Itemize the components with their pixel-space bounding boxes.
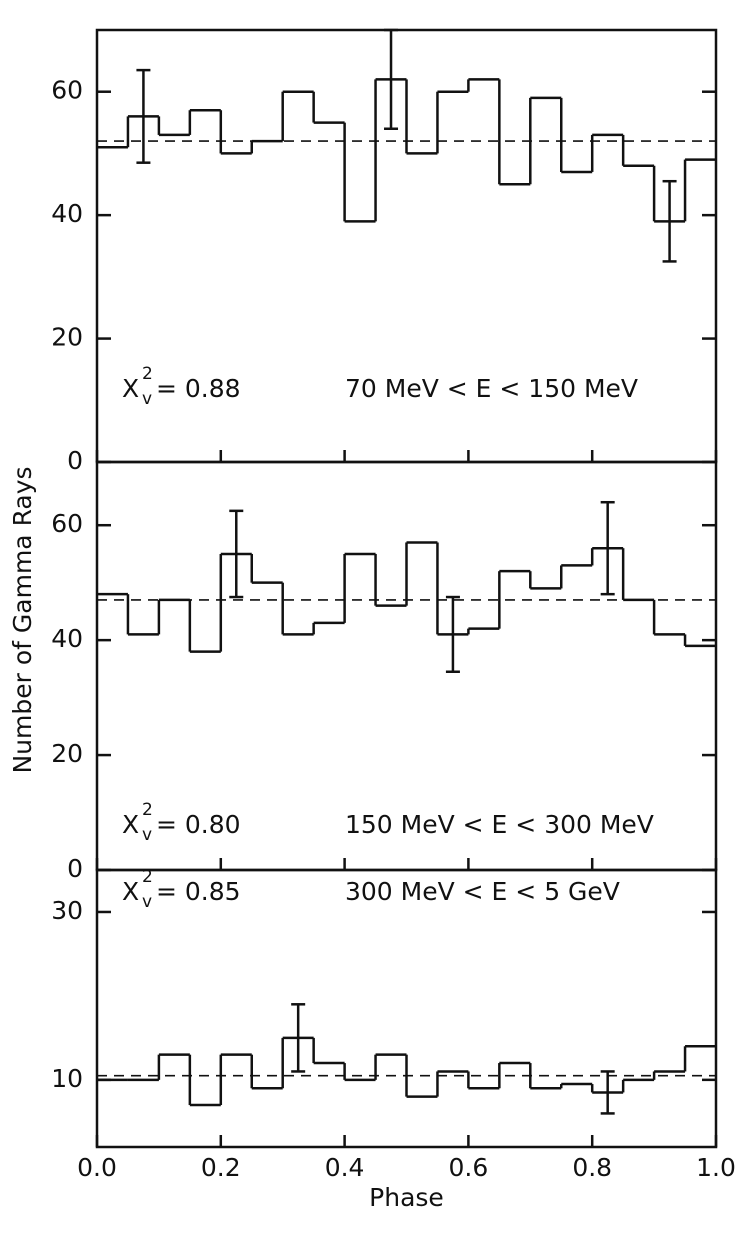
panel-frame: [95, 460, 718, 872]
y-tick-label: 60: [51, 76, 83, 105]
y-tick-label: 40: [51, 624, 83, 653]
error-bar: [600, 1070, 615, 1115]
y-tick-label: 0: [67, 854, 83, 883]
energy-label: 150 MeV < E < 300 MeV: [345, 810, 654, 839]
stat-sup: 2: [142, 800, 153, 820]
energy-label: 300 MeV < E < 5 GeV: [345, 877, 620, 906]
error-bar: [384, 28, 399, 130]
stat-sub: v: [142, 892, 152, 912]
x-tick-label: 0.8: [572, 1153, 612, 1182]
stat-sup: 2: [142, 364, 153, 384]
x-axis-label: Phase: [369, 1183, 444, 1212]
error-bar: [662, 179, 677, 263]
y-tick-label: 40: [51, 199, 83, 228]
error-bar: [229, 509, 244, 599]
stat-symbol: X: [122, 810, 139, 839]
y-tick-label: 0: [67, 446, 83, 475]
y-tick-label: 20: [51, 739, 83, 768]
panel-frame: [95, 868, 718, 1149]
x-tick-label: 0.4: [325, 1153, 365, 1182]
stat-sup: 2: [142, 867, 153, 887]
stat-value: = 0.85: [156, 877, 241, 906]
stat-value: = 0.88: [156, 374, 241, 403]
error-bar: [600, 500, 615, 596]
error-bar: [445, 595, 460, 673]
y-tick-label: 20: [51, 323, 83, 352]
energy-label: 70 MeV < E < 150 MeV: [345, 374, 638, 403]
error-bar: [291, 1003, 306, 1073]
stat-value: = 0.80: [156, 810, 241, 839]
y-tick-label: 10: [51, 1064, 83, 1093]
stat-symbol: X: [122, 374, 139, 403]
y-tick-label: 60: [51, 509, 83, 538]
stat-symbol: X: [122, 877, 139, 906]
stat-sub: v: [142, 825, 152, 845]
x-tick-label: 1.0: [696, 1153, 736, 1182]
y-axis-label: Number of Gamma Rays: [8, 466, 37, 773]
error-bar: [136, 68, 151, 164]
x-tick-label: 0.0: [77, 1153, 117, 1182]
stat-sub: v: [142, 389, 152, 409]
y-tick-label: 30: [51, 896, 83, 925]
x-tick-label: 0.6: [449, 1153, 489, 1182]
x-tick-label: 0.2: [201, 1153, 241, 1182]
